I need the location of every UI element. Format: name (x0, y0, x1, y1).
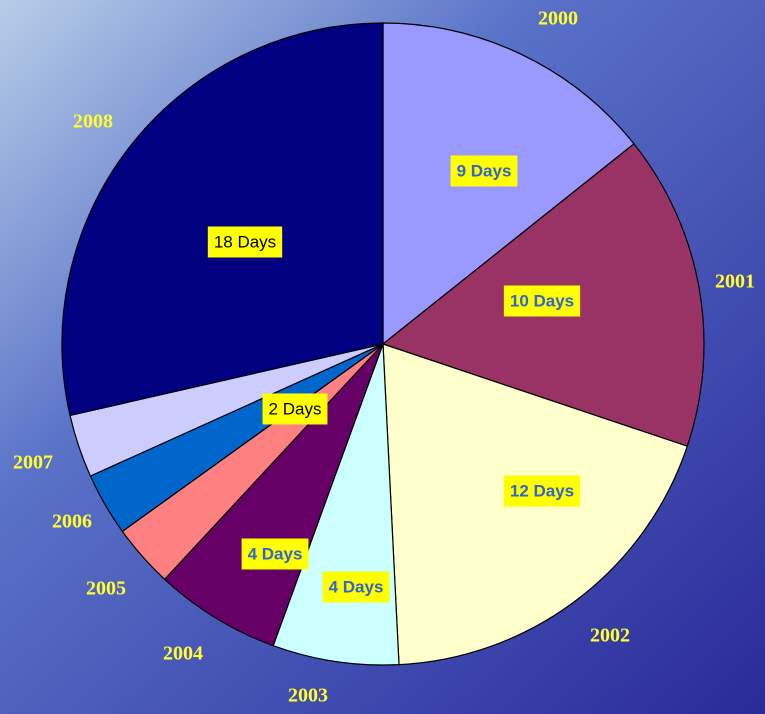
category-label: 2005 (86, 578, 126, 600)
value-label-bg (241, 538, 309, 570)
value-label-bg (450, 155, 518, 187)
value-label-bg (262, 393, 328, 425)
value-label: 18 Days (214, 232, 276, 251)
pie-slice (61, 22, 384, 417)
category-label: 2000 (538, 8, 578, 30)
category-label: 2004 (163, 643, 203, 665)
value-label-bg (322, 571, 390, 603)
value-label: 4 Days (248, 544, 303, 563)
value-label: 2 Days (269, 399, 322, 418)
category-label: 2003 (288, 685, 328, 707)
category-label: 2007 (13, 452, 53, 474)
value-label: 10 Days (510, 291, 574, 310)
category-label: 2001 (715, 271, 755, 293)
category-label: 2006 (52, 511, 92, 533)
category-label: 2002 (590, 625, 630, 647)
value-label-bg (503, 475, 581, 507)
value-label: 12 Days (510, 481, 574, 500)
value-label-bg (207, 226, 283, 258)
value-label: 4 Days (329, 577, 384, 596)
category-label: 2008 (73, 111, 113, 133)
pie-slice (163, 343, 384, 647)
value-label-bg (503, 285, 581, 317)
value-label: 9 Days (457, 161, 512, 180)
